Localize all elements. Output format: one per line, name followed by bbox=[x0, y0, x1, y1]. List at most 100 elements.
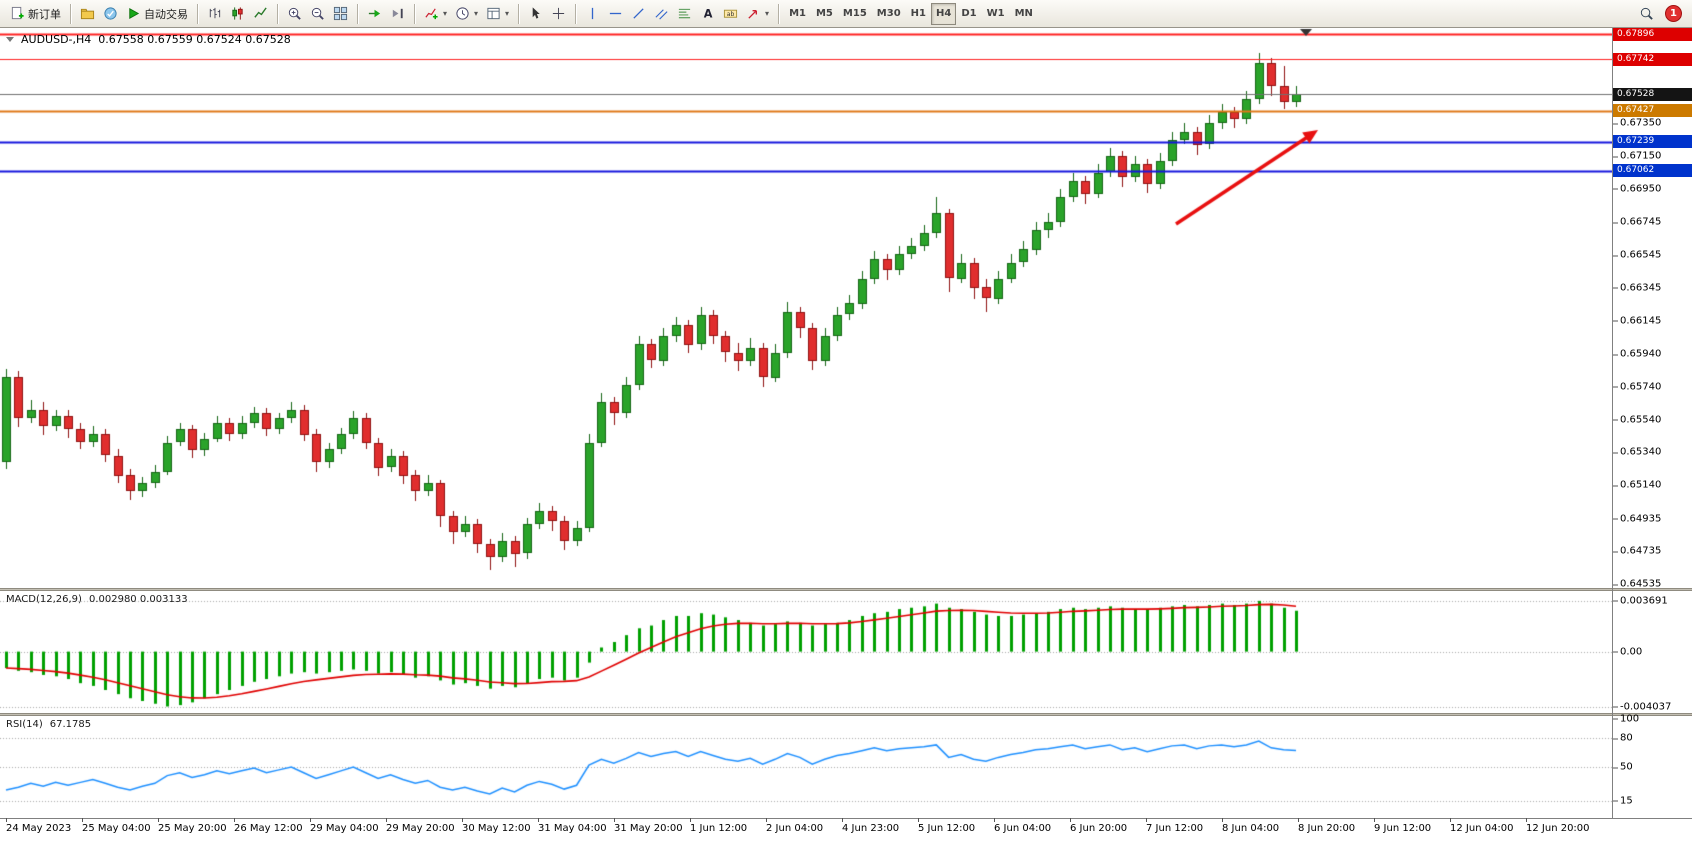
toolbar-right-area: 1 bbox=[1635, 2, 1686, 26]
metaeditor-button[interactable] bbox=[99, 2, 122, 26]
notification-badge[interactable]: 1 bbox=[1665, 5, 1682, 22]
timeframe-button-w1[interactable]: W1 bbox=[982, 3, 1010, 25]
vertical-line-button[interactable] bbox=[581, 2, 604, 26]
zoom-minus-icon bbox=[310, 6, 325, 21]
trendline-button[interactable] bbox=[627, 2, 650, 26]
price-axis-tick: 0.66145 bbox=[1612, 315, 1662, 327]
time-axis-label: 29 May 20:00 bbox=[386, 823, 455, 834]
chevron-down-icon: ▾ bbox=[474, 9, 479, 18]
fibo-icon bbox=[677, 6, 692, 21]
time-axis-label: 25 May 04:00 bbox=[82, 823, 151, 834]
time-axis-tickmark bbox=[158, 818, 159, 822]
rsi-axis-tick: 15 bbox=[1613, 795, 1633, 807]
time-axis-label: 8 Jun 20:00 bbox=[1298, 823, 1356, 834]
price-chart-canvas[interactable] bbox=[0, 28, 1612, 588]
rsi-axis-tick: 100 bbox=[1612, 713, 1640, 725]
time-axis-label: 25 May 20:00 bbox=[158, 823, 227, 834]
timeframe-button-m15[interactable]: M15 bbox=[838, 3, 872, 25]
rsi-pane-splitter[interactable] bbox=[0, 713, 1692, 716]
indicator-plus-icon bbox=[424, 6, 439, 21]
chevron-down-icon: ▾ bbox=[505, 9, 510, 18]
timeframe-button-d1[interactable]: D1 bbox=[956, 3, 981, 25]
text-label-button[interactable]: ab bbox=[719, 2, 742, 26]
bars-icon bbox=[207, 6, 222, 21]
price-axis-tick: 0.65140 bbox=[1612, 479, 1662, 491]
macd-pane-splitter[interactable] bbox=[0, 588, 1692, 591]
price-axis-tick: 0.65340 bbox=[1612, 446, 1662, 458]
tile-windows-button[interactable] bbox=[329, 2, 352, 26]
text-a-icon: A bbox=[700, 6, 715, 21]
time-axis-label: 12 Jun 20:00 bbox=[1526, 823, 1590, 834]
templates-button[interactable]: ▾ bbox=[482, 2, 513, 26]
time-axis-label: 1 Jun 12:00 bbox=[690, 823, 748, 834]
candlestick-chart-button[interactable] bbox=[226, 2, 249, 26]
line-chart-button[interactable] bbox=[249, 2, 272, 26]
time-axis-tickmark bbox=[690, 818, 691, 822]
toolbar-separator bbox=[197, 3, 198, 24]
equidistant-channel-button[interactable] bbox=[650, 2, 673, 26]
time-axis-tickmark bbox=[1450, 818, 1451, 822]
chart-shift-button[interactable] bbox=[386, 2, 409, 26]
price-level-badge: 0.67742 bbox=[1613, 53, 1692, 66]
tiles-icon bbox=[333, 6, 348, 21]
play-icon bbox=[126, 6, 141, 21]
price-axis-tick: 0.65740 bbox=[1612, 381, 1662, 393]
price-axis-tick: 0.66745 bbox=[1612, 216, 1662, 228]
bar-chart-button[interactable] bbox=[203, 2, 226, 26]
timeframe-button-h4[interactable]: H4 bbox=[930, 2, 957, 25]
timeframe-button-m5[interactable]: M5 bbox=[811, 3, 838, 25]
macd-pane-label: MACD(12,26,9) 0.002980 0.003133 bbox=[6, 594, 188, 605]
cursor-button[interactable] bbox=[524, 2, 547, 26]
time-axis-tickmark bbox=[842, 818, 843, 822]
timeframe-button-m1[interactable]: M1 bbox=[784, 3, 811, 25]
time-axis-label: 7 Jun 12:00 bbox=[1146, 823, 1204, 834]
text-button[interactable]: A bbox=[696, 2, 719, 26]
timeframe-button-h1[interactable]: H1 bbox=[906, 3, 931, 25]
collapse-triangle-icon[interactable] bbox=[6, 37, 14, 42]
svg-text:ab: ab bbox=[727, 11, 735, 18]
time-axis-label: 30 May 12:00 bbox=[462, 823, 531, 834]
timeframe-button-mn[interactable]: MN bbox=[1010, 3, 1038, 25]
ohlc-values-label: 0.67558 0.67559 0.67524 0.67528 bbox=[98, 33, 291, 46]
crosshair-button[interactable] bbox=[547, 2, 570, 26]
current-price-badge: 0.67528 bbox=[1613, 88, 1692, 101]
search-button[interactable] bbox=[1635, 2, 1658, 26]
arrows-button[interactable]: ▾ bbox=[742, 2, 773, 26]
price-axis-tick: 0.66545 bbox=[1612, 249, 1662, 261]
macd-values-label: 0.002980 0.003133 bbox=[88, 594, 188, 605]
time-axis-tickmark bbox=[994, 818, 995, 822]
new-order-button[interactable]: 新订单 bbox=[6, 2, 65, 26]
zoom-in-button[interactable] bbox=[283, 2, 306, 26]
periods-button[interactable]: ▾ bbox=[451, 2, 482, 26]
zoom-out-button[interactable] bbox=[306, 2, 329, 26]
time-axis-tickmark bbox=[234, 818, 235, 822]
price-axis-tick: 0.65940 bbox=[1612, 348, 1662, 360]
toolbar-separator bbox=[778, 3, 780, 24]
auto-scroll-button[interactable] bbox=[363, 2, 386, 26]
charts-profile-button[interactable] bbox=[76, 2, 99, 26]
time-axis-label: 9 Jun 12:00 bbox=[1374, 823, 1432, 834]
label-icon: ab bbox=[723, 6, 738, 21]
time-axis-tickmark bbox=[918, 818, 919, 822]
time-axis-tickmark bbox=[310, 818, 311, 822]
time-axis-tickmark bbox=[386, 818, 387, 822]
toolbar-separator bbox=[414, 3, 415, 24]
autotrading-button[interactable]: 自动交易 bbox=[122, 2, 192, 26]
time-axis-tickmark bbox=[538, 818, 539, 822]
folder-icon bbox=[80, 6, 95, 21]
time-axis-tickmark bbox=[6, 818, 7, 822]
vline-icon bbox=[585, 6, 600, 21]
fibonacci-button[interactable] bbox=[673, 2, 696, 26]
time-axis-label: 31 May 20:00 bbox=[614, 823, 683, 834]
macd-axis-tick: 0.003691 bbox=[1613, 595, 1668, 607]
toolbar-separator bbox=[357, 3, 358, 24]
timeframe-button-m30[interactable]: M30 bbox=[872, 3, 906, 25]
horizontal-line-button[interactable] bbox=[604, 2, 627, 26]
macd-indicator-canvas[interactable] bbox=[0, 591, 1612, 713]
indicators-button[interactable]: ▾ bbox=[420, 2, 451, 26]
price-level-badge: 0.67239 bbox=[1613, 135, 1692, 148]
shift-icon bbox=[390, 6, 405, 21]
rsi-indicator-canvas[interactable] bbox=[0, 716, 1612, 818]
autotrading-label: 自动交易 bbox=[144, 7, 188, 21]
